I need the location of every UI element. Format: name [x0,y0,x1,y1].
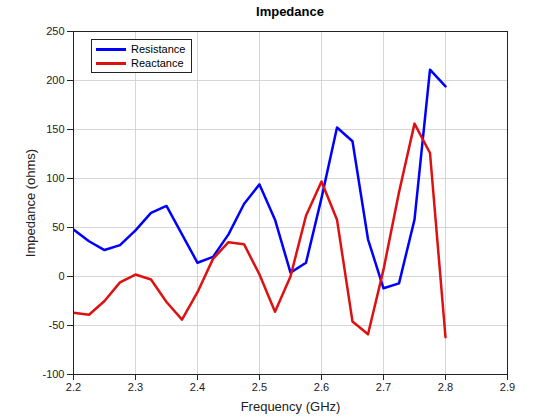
svg-text:2.9: 2.9 [500,381,515,393]
svg-text:200: 200 [46,74,64,86]
svg-text:2.4: 2.4 [190,381,205,393]
html-text:Resistance: Resistance [131,43,186,55]
svg-text:2.7: 2.7 [376,381,391,393]
svg-text:-100: -100 [42,368,64,380]
svg-text:Impedance (ohms): Impedance (ohms) [23,149,38,257]
svg-text:2.8: 2.8 [438,381,453,393]
html-text:Reactance: Reactance [131,57,184,69]
svg-text:250: 250 [46,26,64,37]
svg-text:Frequency (GHz): Frequency (GHz) [241,399,341,414]
svg-text:150: 150 [46,123,64,135]
svg-text:2.3: 2.3 [128,381,143,393]
svg-text:2.6: 2.6 [314,381,329,393]
html-text:Impedance: Impedance [256,4,324,19]
svg-text:-50: -50 [49,319,65,331]
svg-text:50: 50 [52,221,64,233]
svg-text:0: 0 [58,270,64,282]
svg-text:100: 100 [46,172,64,184]
svg-text:2.2: 2.2 [66,381,81,393]
svg-text:2.5: 2.5 [252,381,267,393]
